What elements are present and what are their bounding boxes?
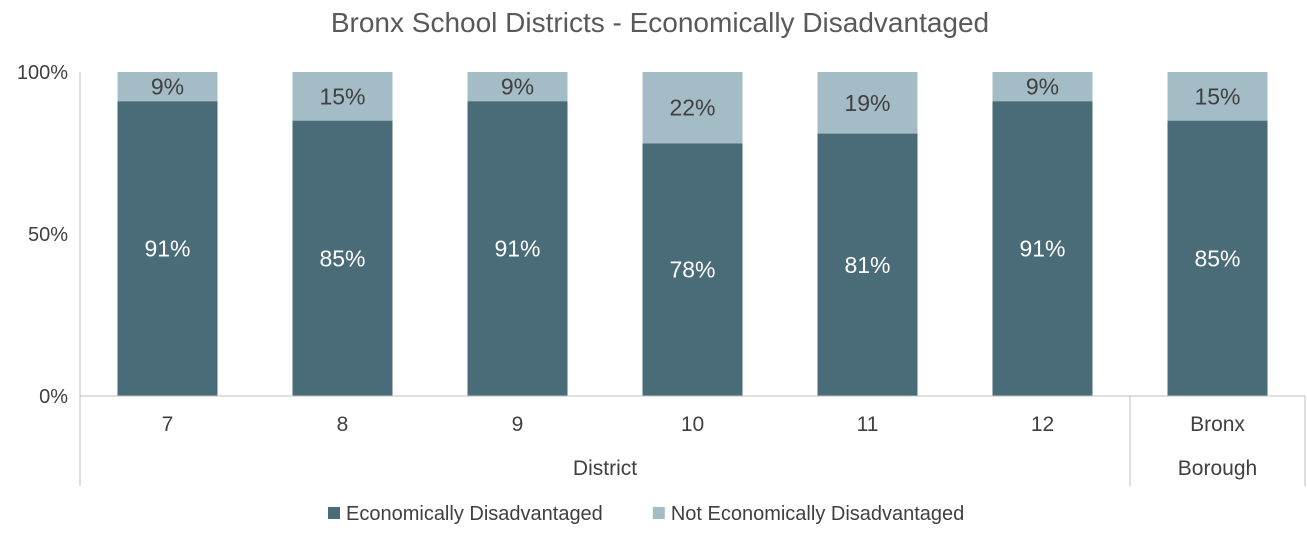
legend-label: Not Economically Disadvantaged bbox=[671, 503, 965, 525]
data-label: 15% bbox=[1194, 83, 1240, 109]
data-label: 9% bbox=[1026, 74, 1059, 100]
x-group-label: District bbox=[573, 457, 637, 480]
data-label: 91% bbox=[144, 236, 190, 262]
bar-not-economically-disadvantaged bbox=[817, 72, 918, 134]
bar-economically-disadvantaged bbox=[117, 101, 218, 396]
bar-not-economically-disadvantaged bbox=[117, 72, 218, 102]
bar-not-economically-disadvantaged bbox=[992, 72, 1093, 102]
bar-not-economically-disadvantaged bbox=[1167, 72, 1268, 121]
legend: Economically Disadvantaged Not Economical… bbox=[328, 503, 964, 525]
data-label: 85% bbox=[1194, 245, 1240, 271]
data-label: 81% bbox=[844, 252, 890, 278]
x-tick-label: 7 bbox=[162, 413, 174, 436]
data-label: 9% bbox=[501, 74, 534, 100]
bar-not-economically-disadvantaged bbox=[292, 72, 393, 121]
legend-swatch bbox=[652, 507, 665, 519]
bar-economically-disadvantaged bbox=[817, 133, 918, 396]
legend-item: Economically Disadvantaged bbox=[328, 503, 603, 525]
x-tick-label: 11 bbox=[857, 413, 879, 436]
x-tick-label: 9 bbox=[512, 413, 524, 436]
y-tick-label: 50% bbox=[28, 224, 68, 246]
x-axis: 7 8 9 10 11 12 Bronx District Borough bbox=[79, 395, 1306, 486]
bar-not-economically-disadvantaged bbox=[642, 72, 743, 144]
data-label: 9% bbox=[151, 74, 184, 100]
x-tick-label: 10 bbox=[681, 413, 704, 436]
bar-economically-disadvantaged bbox=[642, 143, 743, 396]
x-tick-label: Bronx bbox=[1190, 413, 1245, 436]
y-axis: 0% 50% 100% bbox=[17, 62, 81, 408]
bar-economically-disadvantaged bbox=[467, 101, 568, 396]
data-label: 19% bbox=[844, 90, 890, 116]
data-label: 85% bbox=[319, 245, 365, 271]
data-labels: 91% 9% 85% 15% 91% 9% 78% 22% 81% 19% 91% 9% 85% 15% bbox=[144, 74, 1240, 283]
chart-title: Bronx School Districts - Economically Di… bbox=[331, 7, 989, 38]
legend-label: Economically Disadvantaged bbox=[346, 503, 603, 525]
bars bbox=[117, 72, 1268, 396]
bar-economically-disadvantaged bbox=[1167, 120, 1268, 396]
y-tick-label: 100% bbox=[17, 62, 68, 84]
y-tick-label: 0% bbox=[39, 386, 68, 408]
data-label: 22% bbox=[669, 95, 715, 121]
legend-item: Not Economically Disadvantaged bbox=[652, 503, 965, 525]
bar-not-economically-disadvantaged bbox=[467, 72, 568, 102]
data-label: 78% bbox=[669, 257, 715, 283]
data-label: 91% bbox=[494, 236, 540, 262]
legend-swatch bbox=[328, 507, 340, 519]
bar-economically-disadvantaged bbox=[292, 120, 393, 396]
bar-economically-disadvantaged bbox=[992, 101, 1093, 396]
x-group-label: Borough bbox=[1178, 457, 1257, 480]
x-tick-label: 8 bbox=[337, 413, 349, 436]
data-label: 91% bbox=[1019, 236, 1065, 262]
x-tick-label: 12 bbox=[1031, 413, 1054, 436]
data-label: 15% bbox=[319, 83, 365, 109]
